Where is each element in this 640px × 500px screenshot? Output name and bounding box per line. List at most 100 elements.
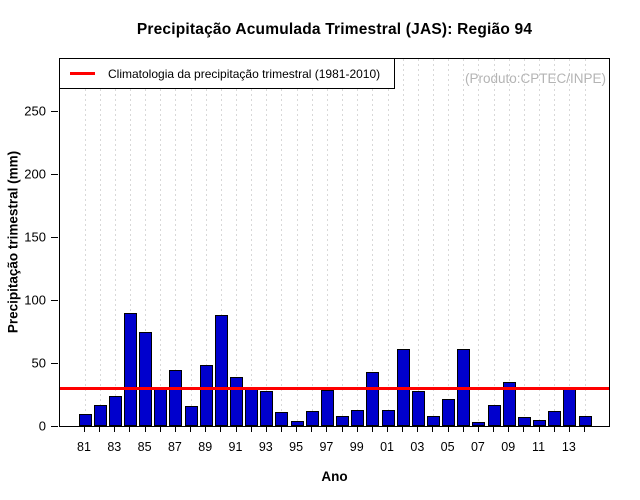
climatology-line — [60, 387, 609, 390]
gridline — [402, 59, 404, 426]
x-tick-label: 91 — [228, 440, 243, 454]
x-tick-label: 01 — [380, 440, 394, 454]
x-tick-label: 93 — [258, 440, 273, 454]
x-tick — [402, 427, 403, 432]
y-tick-label: 50 — [31, 355, 46, 371]
x-tick — [387, 427, 388, 432]
bar-07 — [472, 422, 485, 426]
gridline — [266, 59, 268, 426]
gridline — [129, 59, 131, 426]
bar-90 — [215, 315, 228, 426]
x-tick — [281, 427, 282, 432]
gridline — [448, 59, 450, 426]
bar-81 — [79, 414, 92, 426]
bar-08 — [488, 405, 501, 426]
bar-00 — [366, 372, 379, 426]
gridline — [145, 59, 147, 426]
bar-11 — [533, 420, 546, 426]
x-tick-label: 07 — [470, 440, 485, 454]
y-tick-label: 100 — [24, 292, 46, 308]
bar-09 — [503, 382, 516, 426]
y-tick-label: 150 — [24, 229, 46, 245]
y-tick — [51, 299, 58, 301]
bar-92 — [245, 387, 258, 426]
bar-87 — [169, 370, 182, 426]
x-tick — [114, 427, 115, 432]
gridline — [236, 59, 237, 426]
plot-area: Climatologia da precipitação trimestral … — [59, 58, 610, 427]
watermark-produto: (Produto:CPTEC/INPE) — [464, 71, 606, 86]
bar-85 — [139, 332, 152, 426]
legend: Climatologia da precipitação trimestral … — [59, 58, 395, 89]
gridline — [342, 59, 344, 426]
climatology-line-sample — [70, 72, 95, 75]
y-tick — [51, 362, 58, 364]
bar-94 — [275, 412, 288, 426]
x-tick — [448, 427, 449, 432]
x-tick — [160, 427, 161, 432]
y-tick — [51, 236, 58, 238]
bar-10 — [518, 417, 531, 426]
bar-91 — [230, 377, 243, 426]
gridline — [463, 59, 465, 426]
x-axis-title: Ano — [321, 469, 348, 484]
gridline — [508, 59, 510, 426]
x-tick — [417, 427, 418, 432]
gridline — [160, 59, 162, 426]
x-tick — [554, 427, 555, 432]
y-tick-label: 200 — [24, 166, 46, 182]
y-tick — [51, 173, 58, 175]
x-tick — [342, 427, 343, 432]
gridline — [417, 59, 419, 426]
x-tick — [523, 427, 524, 432]
gridline — [478, 59, 480, 426]
gridline — [357, 59, 359, 426]
x-tick-label: 87 — [167, 440, 182, 454]
gridline — [190, 59, 192, 426]
gridline — [326, 59, 328, 426]
x-tick-label: 81 — [77, 440, 91, 454]
x-tick — [357, 427, 358, 432]
bar-97 — [321, 390, 334, 426]
bar-13 — [563, 387, 576, 426]
x-tick — [175, 427, 176, 432]
x-tick — [539, 427, 540, 432]
gridline — [251, 59, 253, 426]
gridline — [84, 59, 86, 426]
x-tick — [145, 427, 146, 432]
x-tick — [129, 427, 130, 432]
gridline — [372, 59, 374, 426]
x-tick — [99, 427, 100, 432]
x-tick-label: 13 — [561, 440, 576, 454]
x-tick — [372, 427, 373, 432]
x-tick-label: 09 — [501, 440, 516, 454]
x-tick — [205, 427, 206, 432]
bar-14 — [579, 416, 592, 426]
x-tick — [478, 427, 479, 432]
x-tick — [220, 427, 221, 432]
x-tick-label: 99 — [349, 440, 364, 454]
gridline — [175, 59, 177, 426]
bar-89 — [200, 365, 213, 426]
gridline — [432, 59, 434, 426]
x-tick — [326, 427, 327, 432]
y-tick-label: 250 — [24, 103, 46, 119]
legend-label: Climatologia da precipitação trimestral … — [108, 66, 381, 81]
gridline — [281, 59, 283, 426]
gridline — [539, 59, 541, 426]
gridline — [99, 59, 101, 426]
bar-98 — [336, 416, 349, 426]
bar-93 — [260, 391, 273, 426]
bar-12 — [548, 411, 561, 426]
x-tick — [463, 427, 464, 432]
x-tick-label: 11 — [532, 440, 546, 454]
bar-05 — [442, 399, 455, 426]
x-tick — [296, 427, 297, 432]
bar-96 — [306, 411, 319, 426]
x-tick — [236, 427, 237, 432]
bar-86 — [154, 388, 167, 426]
x-tick — [508, 427, 509, 432]
x-tick — [190, 427, 191, 432]
x-tick — [251, 427, 252, 432]
